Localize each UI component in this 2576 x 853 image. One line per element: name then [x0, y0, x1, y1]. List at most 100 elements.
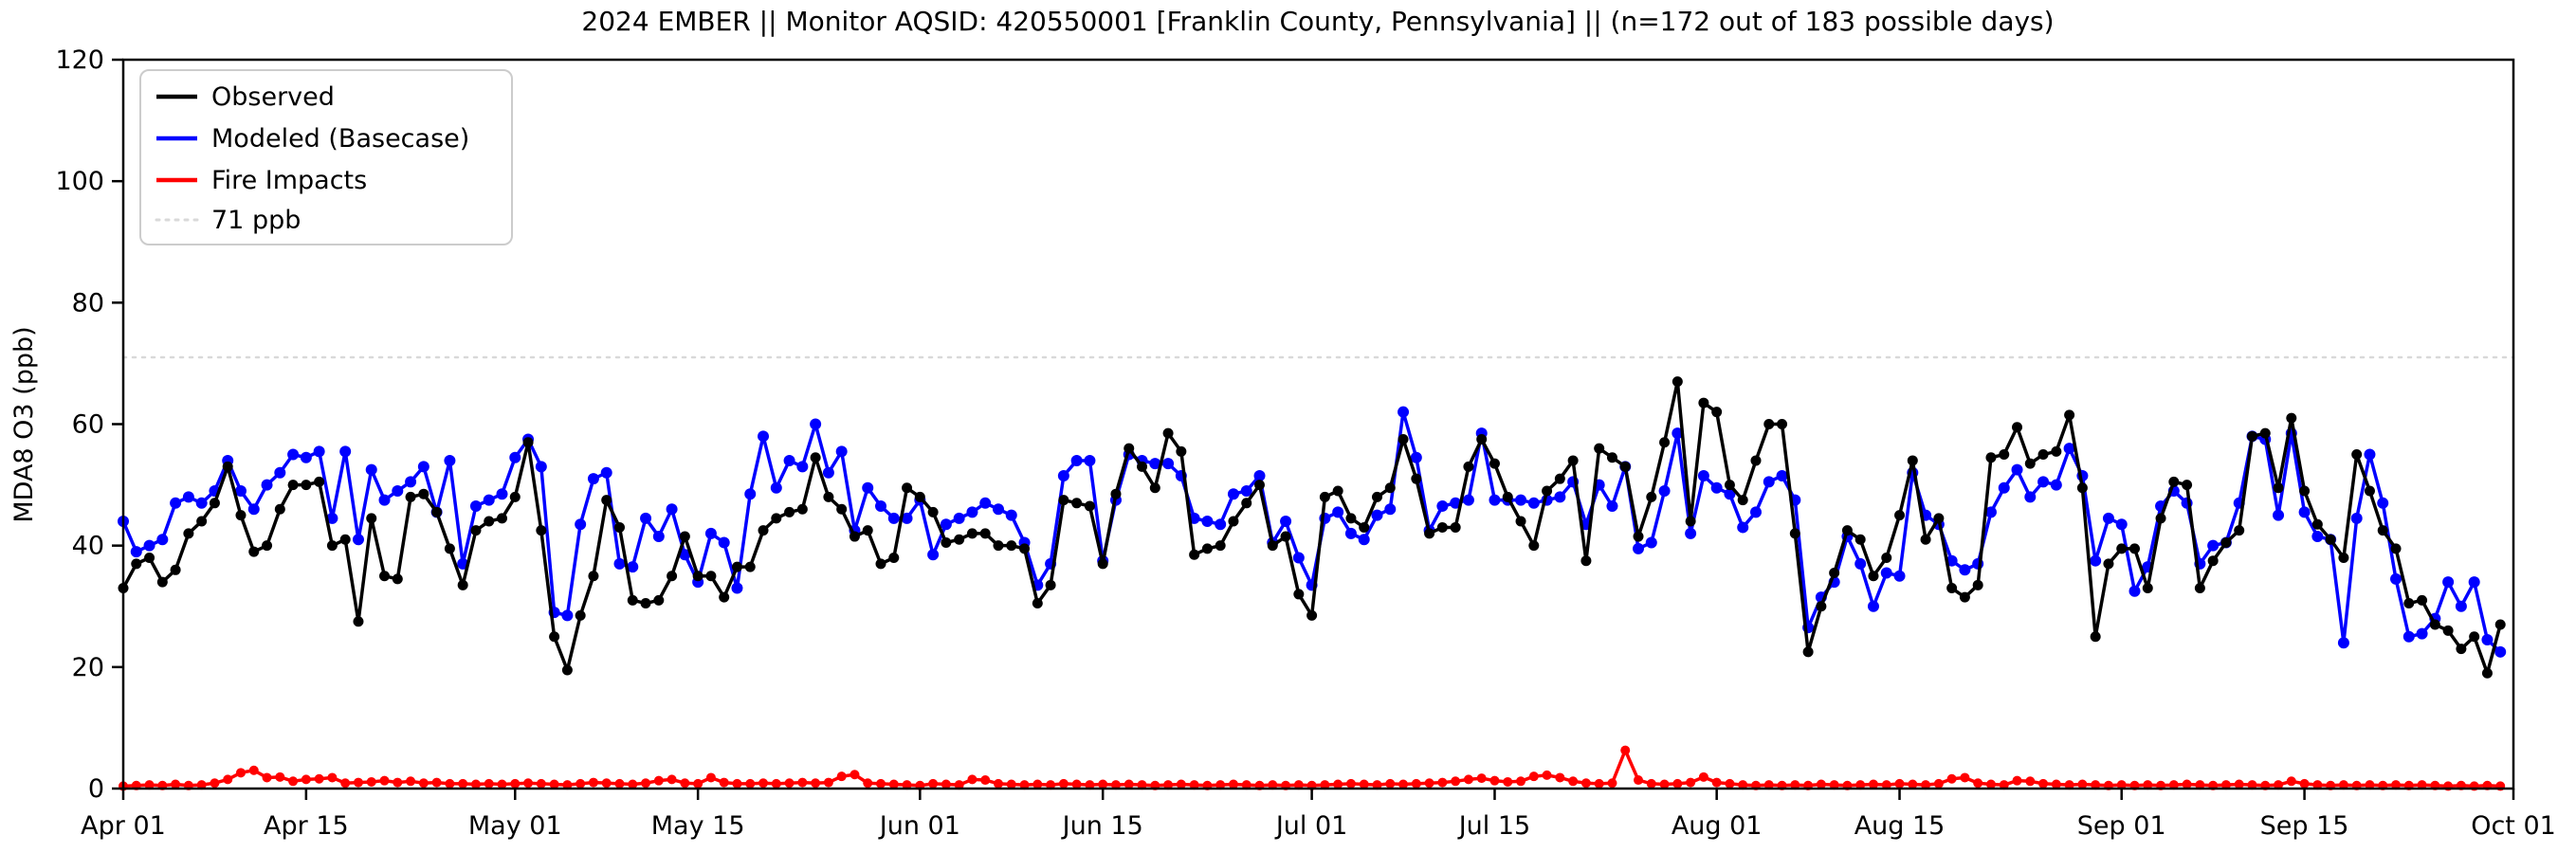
- data-point: [339, 534, 351, 545]
- data-point: [1071, 498, 1083, 509]
- data-point: [876, 778, 886, 789]
- data-point: [745, 778, 756, 789]
- data-point: [719, 777, 729, 788]
- data-point: [1633, 531, 1644, 542]
- data-point: [941, 536, 952, 548]
- data-point: [1215, 540, 1226, 552]
- data-point: [2207, 539, 2220, 552]
- data-point: [613, 557, 626, 570]
- data-point: [1292, 552, 1305, 564]
- data-point: [352, 534, 364, 546]
- data-point: [1763, 419, 1775, 429]
- data-point: [1032, 779, 1043, 789]
- data-point: [392, 484, 404, 497]
- data-point: [1359, 521, 1370, 533]
- data-point: [2090, 554, 2102, 567]
- data-point: [823, 491, 834, 502]
- data-point: [731, 561, 742, 572]
- data-point: [1946, 773, 1957, 784]
- data-point: [497, 513, 508, 524]
- data-point: [1424, 778, 1434, 789]
- data-point: [927, 506, 939, 517]
- data-point: [1724, 480, 1735, 491]
- data-point: [1293, 780, 1304, 790]
- data-point: [1253, 469, 1266, 481]
- data-point: [1542, 485, 1553, 497]
- data-point: [431, 506, 443, 517]
- data-point: [1802, 646, 1814, 658]
- data-point: [902, 780, 912, 790]
- data-point: [209, 498, 220, 509]
- data-point: [1489, 775, 1500, 786]
- data-point: [536, 525, 547, 536]
- x-tick-label: Apr 15: [264, 811, 349, 841]
- data-point: [575, 778, 586, 789]
- data-point: [2455, 600, 2467, 612]
- x-tick-label: Jun 01: [878, 811, 960, 841]
- data-point: [1697, 469, 1709, 481]
- data-point: [797, 777, 808, 788]
- data-point: [1527, 497, 1540, 509]
- legend-item-modeled: Modeled (Basecase): [156, 124, 469, 154]
- data-point: [1058, 495, 1069, 506]
- data-point: [340, 778, 351, 789]
- data-point: [771, 778, 781, 789]
- data-point: [2286, 776, 2296, 787]
- data-point: [1816, 779, 1826, 789]
- data-point: [2220, 536, 2232, 548]
- data-point: [1057, 469, 1069, 481]
- data-point: [1201, 543, 1213, 554]
- data-point: [640, 512, 652, 524]
- data-point: [928, 778, 939, 789]
- data-point: [1725, 778, 1735, 789]
- data-point: [1580, 555, 1592, 567]
- data-point: [902, 482, 913, 494]
- data-point: [704, 527, 717, 539]
- data-point: [1462, 494, 1474, 506]
- data-point: [850, 770, 860, 780]
- data-point: [1398, 406, 1410, 418]
- data-point: [1345, 513, 1357, 524]
- data-point: [1594, 778, 1604, 789]
- data-point: [2338, 552, 2349, 563]
- data-point: [1620, 745, 1631, 755]
- data-point: [1829, 568, 1840, 579]
- data-point: [705, 772, 716, 783]
- data-point: [979, 528, 991, 539]
- data-point: [2286, 412, 2297, 424]
- data-point: [849, 531, 860, 542]
- data-point: [783, 454, 795, 466]
- data-point: [301, 774, 311, 785]
- data-point: [287, 480, 299, 491]
- data-point: [1645, 536, 1657, 549]
- data-point: [1554, 491, 1566, 503]
- data-point: [444, 543, 455, 554]
- data-point: [196, 516, 208, 527]
- data-point: [1450, 521, 1461, 533]
- data-point: [980, 775, 991, 786]
- data-point: [509, 491, 521, 502]
- data-point: [2234, 525, 2245, 536]
- data-point: [1946, 554, 1958, 567]
- data-point: [2050, 479, 2062, 491]
- data-point: [575, 518, 587, 531]
- data-point: [326, 512, 338, 524]
- data-point: [771, 513, 782, 524]
- y-tick-label: 40: [72, 532, 104, 561]
- data-point: [1344, 527, 1357, 539]
- data-point: [679, 549, 691, 561]
- data-point: [536, 778, 546, 789]
- data-point: [470, 525, 482, 536]
- legend-box: [139, 69, 513, 245]
- data-point: [2494, 645, 2507, 658]
- data-point: [2365, 780, 2375, 790]
- data-point: [1424, 528, 1435, 539]
- data-point: [1319, 491, 1330, 502]
- data-point: [601, 778, 612, 789]
- data-point: [588, 777, 598, 788]
- data-point: [1384, 482, 1396, 494]
- data-point: [1358, 534, 1370, 546]
- data-point: [1594, 443, 1605, 454]
- data-point: [2234, 779, 2244, 789]
- data-point: [666, 503, 678, 516]
